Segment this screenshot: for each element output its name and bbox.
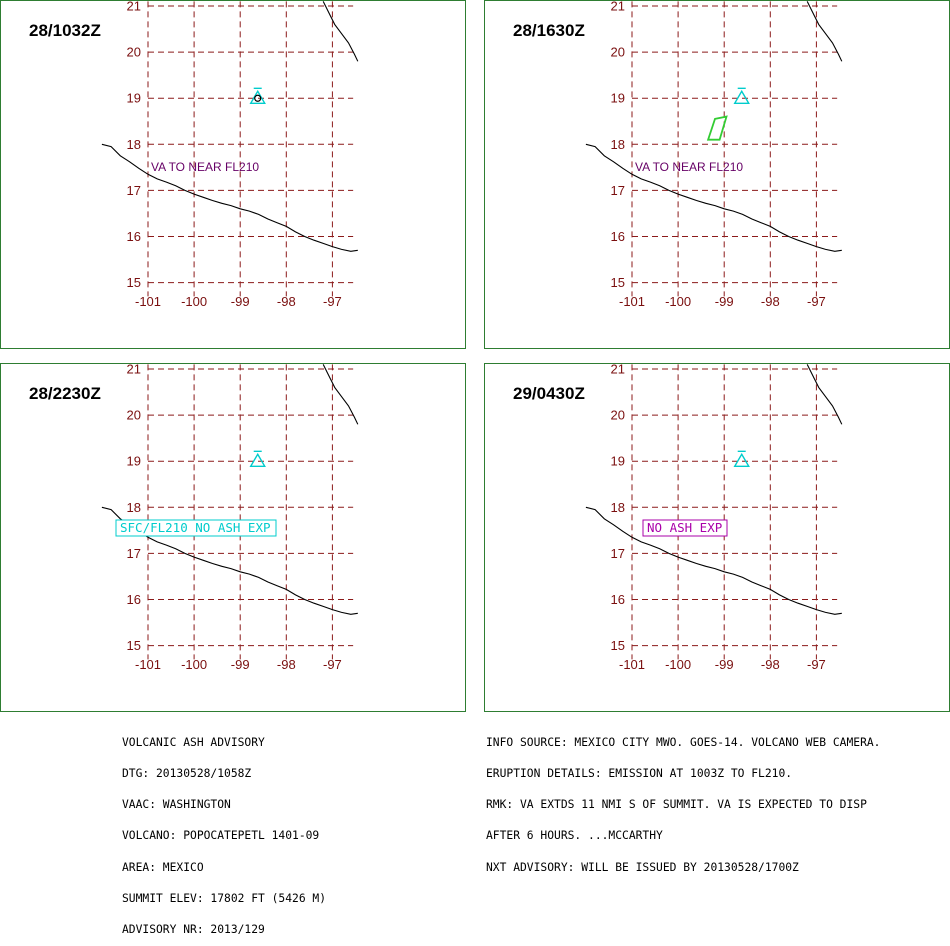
ash-forecast-label: NO ASH EXP [647,520,722,535]
panel-timestamp: 28/1032Z [29,21,101,40]
longitude-label: -99 [715,657,734,672]
advisory-line: RMK: VA EXTDS 11 NMI S OF SUMMIT. VA IS … [486,798,867,812]
latitude-label: 17 [127,183,141,198]
longitude-label: -101 [135,294,161,309]
map-canvas: 21 20 19 18 17 16 15 -101 -100 -99 -98 -97 SFC/FL210… [101,364,359,672]
map-panel-4: 21 20 19 18 17 16 15 -101 -100 -99 -98 -97 NO ASH EX… [484,363,950,712]
longitude-label: -98 [277,657,296,672]
advisory-line: DTG: 20130528/1058Z [122,767,252,781]
latitude-label: 20 [611,45,625,60]
gulf-coastline [322,364,359,425]
latitude-label: 16 [611,592,625,607]
latitude-label: 18 [611,500,625,515]
volcano-triangle-icon [733,450,750,467]
advisory-line: ERUPTION DETAILS: EMISSION AT 1003Z TO F… [486,767,793,781]
pacific-coastline [585,506,842,615]
longitude-label: -100 [181,657,207,672]
latitude-label: 17 [611,183,625,198]
advisory-line: SUMMIT ELEV: 17802 FT (5426 M) [122,891,327,905]
map-canvas: 21 20 19 18 17 16 15 -101 -100 -99 -98 -97 NO ASH EX… [585,364,843,672]
advisory-line: ADVISORY NR: 2013/129 [122,923,265,937]
latitude-label: 18 [127,500,141,515]
latitude-label: 17 [611,546,625,561]
ash-forecast-label: VA TO NEAR FL210 [635,160,743,174]
longitude-label: -97 [807,657,826,672]
latitude-label: 15 [611,275,625,290]
latitude-label: 19 [611,454,625,469]
map-panel-3: 21 20 19 18 17 16 15 -101 -100 -99 -98 -97 SFC/FL210… [0,363,466,712]
ash-forecast-label: VA TO NEAR FL210 [151,160,259,174]
ash-forecast-label-box [642,519,728,537]
ash-cloud-polygon [706,115,728,141]
latitude-label: 16 [611,229,625,244]
longitude-label: -101 [135,657,161,672]
longitude-label: -97 [323,657,342,672]
gulf-coastline [806,364,843,425]
longitude-label: -98 [761,294,780,309]
longitude-label: -100 [665,294,691,309]
map-canvas: 21 20 19 18 17 16 15 -101 -100 -99 -98 -97 VA TO NEA… [585,1,843,309]
latitude-label: 20 [611,408,625,423]
advisory-line: NXT ADVISORY: WILL BE ISSUED BY 20130528… [486,860,799,874]
volcano-summit-marker [254,94,262,102]
advisory-line: INFO SOURCE: MEXICO CITY MWO. GOES-14. V… [486,735,881,749]
longitude-label: -99 [715,294,734,309]
longitude-label: -97 [323,294,342,309]
volcano-triangle-icon [249,87,266,104]
latitude-label: 17 [127,546,141,561]
pacific-coastline [585,143,842,252]
longitude-label: -99 [231,657,250,672]
advisory-line: AFTER 6 HOURS. ...MCCARTHY [486,829,663,843]
latitude-label: 15 [127,275,141,290]
ash-forecast-label: SFC/FL210 NO ASH EXP [120,520,271,535]
volcano-triangle-icon [249,450,266,467]
longitude-label: -99 [231,294,250,309]
latitude-label: 16 [127,229,141,244]
latitude-label: 21 [127,364,141,377]
latitude-label: 19 [127,454,141,469]
gulf-coastline [806,1,843,62]
advisory-line: VOLCANIC ASH ADVISORY [122,735,265,749]
ash-forecast-label-box [115,519,277,537]
longitude-label: -101 [619,294,645,309]
latitude-label: 19 [611,91,625,106]
panel-timestamp: 28/2230Z [29,384,101,403]
advisory-remarks-block: INFO SOURCE: MEXICO CITY MWO. GOES-14. V… [486,717,880,883]
latitude-label: 18 [611,137,625,152]
longitude-label: -98 [761,657,780,672]
longitude-label: -98 [277,294,296,309]
longitude-label: -101 [619,657,645,672]
longitude-label: -100 [181,294,207,309]
advisory-line: VOLCANO: POPOCATEPETL 1401-09 [122,829,320,843]
latitude-label: 15 [127,638,141,653]
latitude-label: 20 [127,45,141,60]
map-panel-2: 21 20 19 18 17 16 15 -101 -100 -99 -98 -97 VA TO NEA… [484,0,950,349]
gulf-coastline [322,1,359,62]
panel-timestamp: 28/1630Z [513,21,585,40]
latitude-label: 18 [127,137,141,152]
advisory-line: AREA: MEXICO [122,860,204,874]
latitude-label: 20 [127,408,141,423]
volcano-triangle-icon [733,87,750,104]
latitude-label: 15 [611,638,625,653]
latitude-label: 16 [127,592,141,607]
longitude-label: -100 [665,657,691,672]
latitude-label: 21 [611,1,625,14]
advisory-header-block: VOLCANIC ASH ADVISORY DTG: 20130528/1058… [122,717,326,946]
pacific-coastline [101,143,358,252]
advisory-line: VAAC: WASHINGTON [122,798,231,812]
latitude-label: 19 [127,91,141,106]
latitude-label: 21 [611,364,625,377]
panel-timestamp: 29/0430Z [513,384,585,403]
map-panel-1: 21 20 19 18 17 16 15 -101 -100 -99 -98 -97 VA TO NEA… [0,0,466,349]
latitude-label: 21 [127,1,141,14]
longitude-label: -97 [807,294,826,309]
map-canvas: 21 20 19 18 17 16 15 -101 -100 -99 -98 -97 VA TO NEA… [101,1,359,309]
